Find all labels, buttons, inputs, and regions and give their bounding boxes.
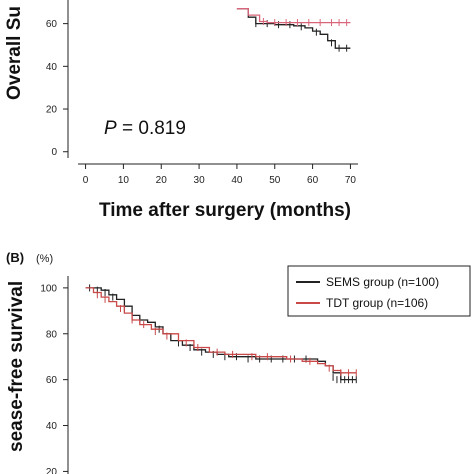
panel-b-series-1-line xyxy=(85,287,357,374)
panel-a-x-tick-label-0: 0 xyxy=(83,175,89,186)
legend-label-sems: SEMS group (n=100) xyxy=(326,275,439,289)
panel-a-y-tick-label-1: 20 xyxy=(46,105,58,116)
panel-b-y-tick-label-0: 20 xyxy=(46,467,58,474)
panel-a-series-1-line xyxy=(236,8,351,24)
panel-b-unit: (%) xyxy=(36,253,53,265)
panel-a-x-tick-label-1: 10 xyxy=(118,175,130,186)
legend-box xyxy=(287,265,471,317)
panel-b-y-tick-label-2: 60 xyxy=(46,375,58,386)
panel-a-y-tick-label-2: 40 xyxy=(46,62,58,73)
panel-a-x-tick-label-3: 30 xyxy=(194,175,206,186)
panel-a-x-axis-label: Time after surgery (months) xyxy=(99,200,351,221)
panel-a-x-tick-label-7: 70 xyxy=(345,175,357,186)
chart-marks: 0 20 40 60 0 10 20 30 40 50 60 70 20 40 60 80 100 xyxy=(40,8,357,474)
panel-a-x-tick-label-6: 60 xyxy=(307,175,319,186)
panel-a-x-tick-label-4: 40 xyxy=(231,175,243,186)
panel-a-y-tick-label-3: 60 xyxy=(46,19,58,30)
panel-b-tag: (B) xyxy=(6,250,24,265)
p-symbol: P xyxy=(104,118,117,139)
panel-b-y-axis-label: sease-free survival xyxy=(6,281,27,452)
p-value: = 0.819 xyxy=(122,118,186,139)
panel-a-y-tick-label-0: 0 xyxy=(51,147,57,158)
panel-b-series-0-line xyxy=(85,287,357,381)
panel-b-y-tick-label-1: 40 xyxy=(46,421,58,432)
panel-b-y-tick-label-4: 100 xyxy=(40,283,57,294)
legend-label-tdt: TDT group (n=106) xyxy=(326,296,428,310)
panel-b-y-tick-label-3: 80 xyxy=(46,329,58,340)
panel-a-y-axis-label: Overall Su xyxy=(4,6,25,100)
panel-a-x-tick-label-2: 20 xyxy=(156,175,168,186)
panel-a-x-tick-label-5: 50 xyxy=(269,175,281,186)
